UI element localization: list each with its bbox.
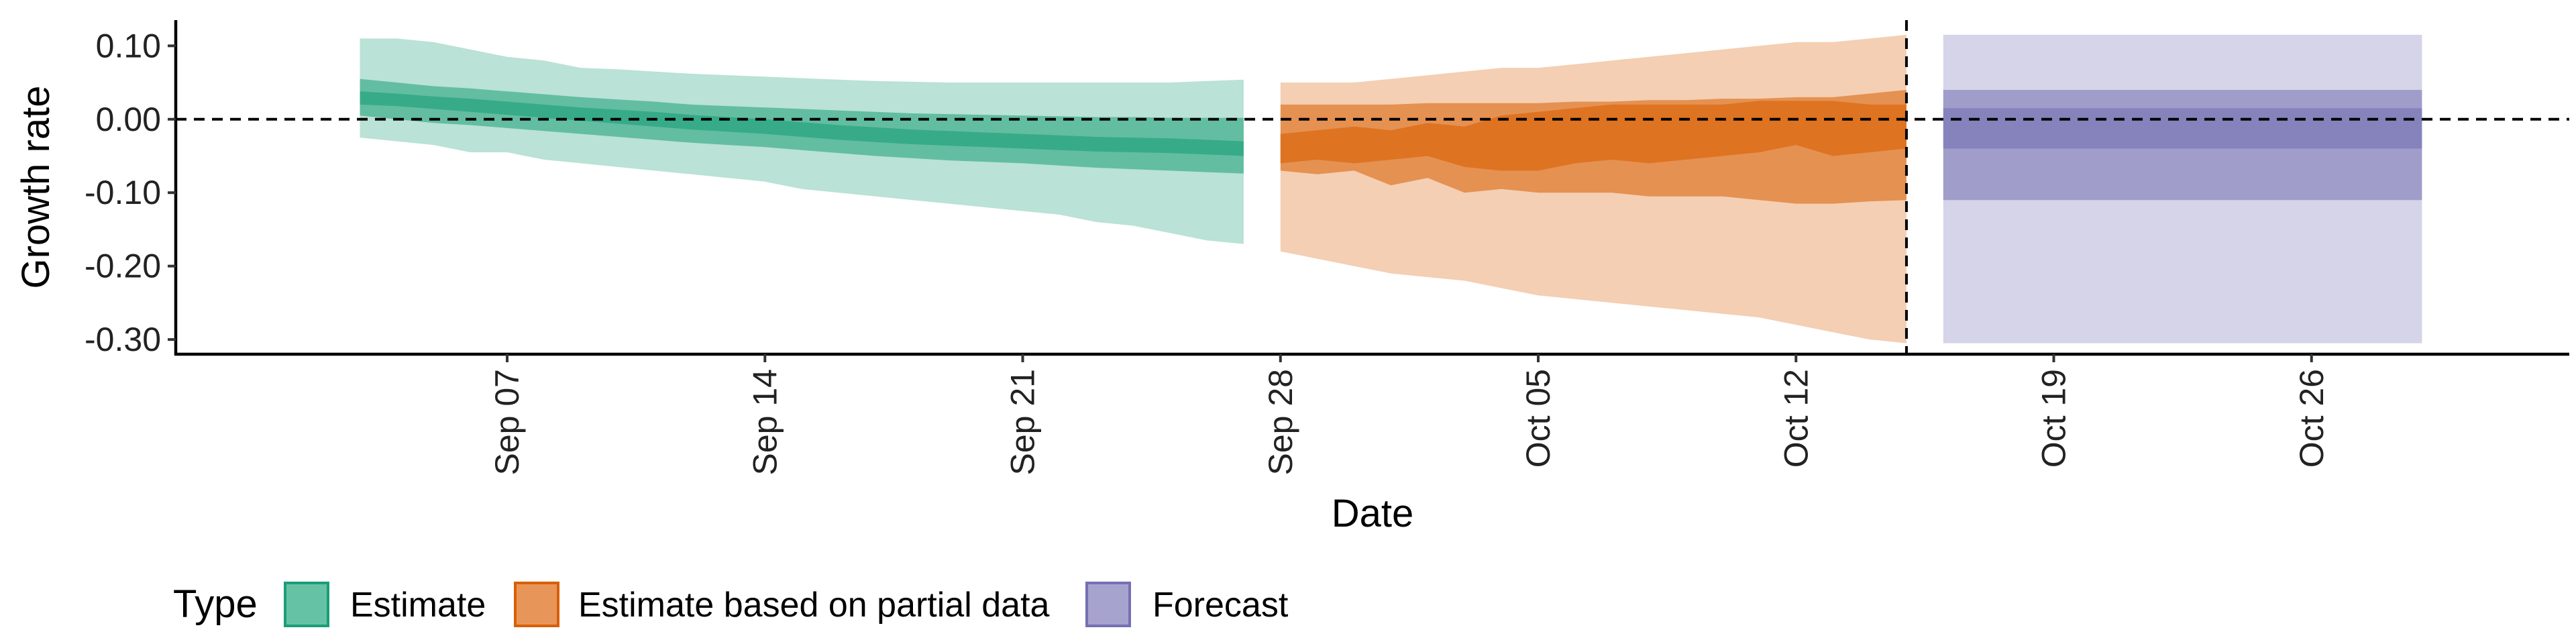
x-tick-label: Sep 21 [1004, 369, 1042, 475]
x-tick-label: Oct 12 [1777, 369, 1815, 468]
x-tick-label: Sep 07 [488, 369, 526, 475]
series-2 [1280, 34, 1907, 343]
x-tick-label: Oct 05 [1519, 369, 1557, 468]
series-1 [360, 38, 1244, 244]
y-axis-title: Growth rate [14, 86, 58, 289]
y-axis-ticks: 0.10 0.00 -0.10 -0.20 -0.30 [85, 27, 176, 358]
y-tick-label: -0.20 [85, 248, 161, 285]
x-axis-title: Date [1332, 492, 1414, 535]
legend-label: Estimate [350, 586, 486, 625]
band-20pct-series-3 [1943, 108, 2422, 149]
x-tick-label: Sep 14 [746, 369, 784, 475]
legend-swatch [1085, 582, 1131, 627]
series-3 [1943, 34, 2422, 343]
y-tick-label: 0.00 [96, 101, 161, 138]
ribbon-layer [360, 34, 2422, 343]
y-tick-label: -0.30 [85, 321, 161, 358]
band-20pct-series-2 [1280, 101, 1907, 171]
y-tick-label: -0.10 [85, 174, 161, 211]
x-tick-label: Oct 26 [2293, 369, 2330, 468]
x-tick-label: Sep 28 [1262, 369, 1299, 475]
legend-swatch [284, 582, 329, 627]
axes [174, 20, 2569, 356]
legend-label: Forecast [1152, 586, 1289, 625]
legend-label: Estimate based on partial data [578, 586, 1050, 625]
reference-lines [176, 20, 2569, 354]
legend-title: Type [173, 582, 258, 626]
legend-swatch [514, 582, 559, 627]
x-axis-ticks: Sep 07 Sep 14 Sep 21 Sep 28 Oct 05 Oct 12 Oct … [488, 354, 2330, 475]
legend: Type Estimate Estimate based on partial d… [173, 582, 1289, 627]
band-20pct-series-1 [360, 91, 1244, 156]
legend-items: Estimate Estimate based on partial data Fo… [284, 582, 1289, 627]
x-tick-label: Oct 19 [2035, 369, 2073, 468]
y-tick-label: 0.10 [96, 27, 161, 64]
